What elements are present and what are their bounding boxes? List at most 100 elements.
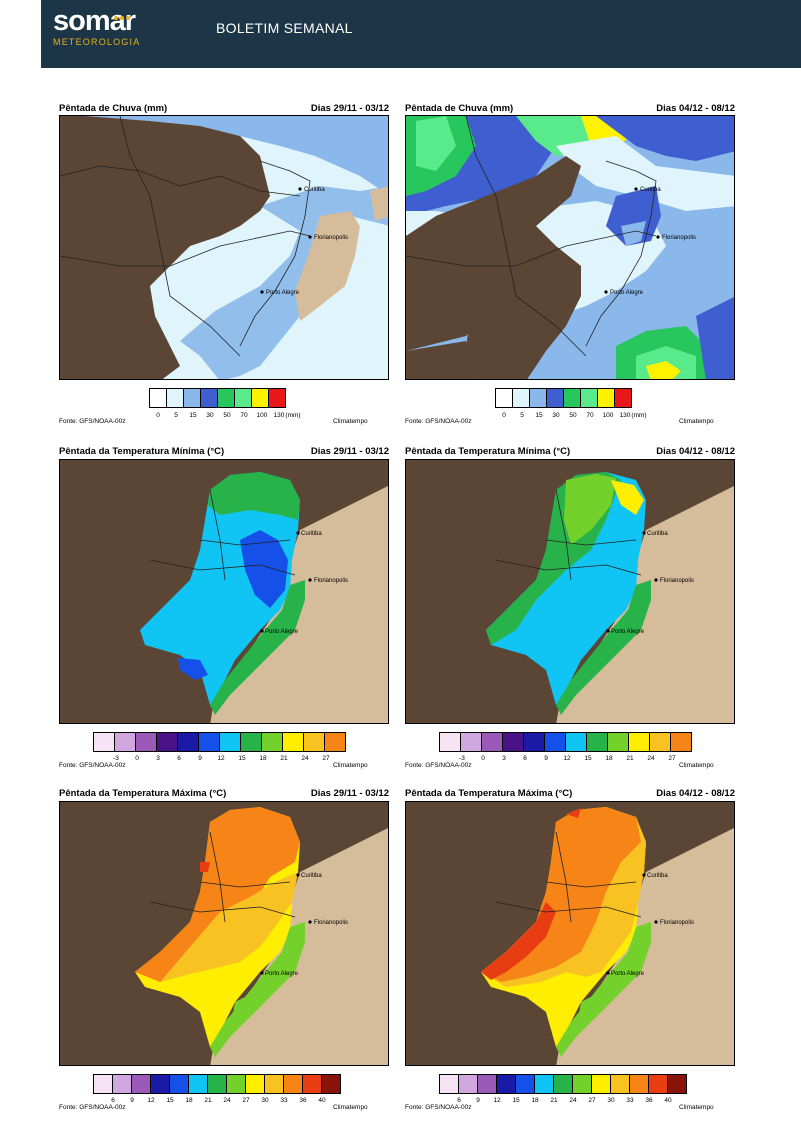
legend-swatch — [112, 1074, 132, 1094]
header-title: BOLETIM SEMANAL — [216, 20, 353, 36]
legend-swatch — [515, 1074, 535, 1094]
legend-swatch — [207, 1074, 227, 1094]
city-label-florianopolis: Florianopolis — [314, 235, 348, 241]
legend-swatch — [166, 388, 184, 408]
legend-swatch — [629, 1074, 649, 1094]
tmin-legend-ticks: -3 0 3 6 9 12 15 18 21 24 27 — [113, 755, 330, 762]
legend-swatch — [226, 1074, 246, 1094]
credit-label: Climatempo — [333, 418, 368, 425]
source-label: Fonte: GFS/NOAA-00z — [59, 418, 126, 425]
city-label-florianopolis: Florianopolis — [314, 578, 348, 584]
legend-swatch — [150, 1074, 170, 1094]
city-label-curitiba: Curitiba — [640, 187, 661, 193]
legend-swatch — [667, 1074, 687, 1094]
panel-dates: Dias 29/11 - 03/12 — [310, 103, 389, 114]
city-label-porto-alegre: Porto Alegre — [611, 971, 645, 977]
panel-dates: Dias 04/12 - 08/12 — [656, 446, 735, 457]
legend-swatch — [240, 732, 262, 752]
city-label-curitiba: Curitiba — [301, 873, 322, 879]
legend-swatch — [586, 732, 608, 752]
panel-title: Pêntada da Temperatura Mínima (°C) — [59, 446, 225, 457]
city-label-porto-alegre: Porto Alegre — [265, 629, 299, 635]
panel-title: Pêntada da Temperatura Mínima (°C) — [405, 446, 571, 457]
rain-panel-1: Pêntada de Chuva (mm) Dias 29/11 - 03/12… — [59, 103, 389, 433]
city-label-porto-alegre: Porto Alegre — [611, 629, 645, 635]
rain-legend-ticks: 0 5 15 30 50 70 100 130 (mm) — [156, 412, 301, 419]
legend-swatch — [529, 388, 547, 408]
city-label-curitiba: Curitiba — [647, 873, 668, 879]
tmin-map-1: Curitiba Florianopolis Porto Alegre — [59, 459, 389, 724]
panel-title: Pêntada de Chuva (mm) — [405, 103, 514, 114]
city-label-curitiba: Curitiba — [647, 531, 668, 537]
legend-swatch — [649, 732, 671, 752]
legend-swatch — [458, 1074, 478, 1094]
source-label: Fonte: GFS/NOAA-00z — [59, 1104, 126, 1111]
source-label: Fonte: GFS/NOAA-00z — [405, 1104, 472, 1111]
legend-swatch — [321, 1074, 341, 1094]
legend-swatch — [149, 388, 167, 408]
legend-swatch — [439, 732, 461, 752]
legend-swatch — [234, 388, 252, 408]
logo-subtitle: METEOROLOGIA — [53, 37, 141, 47]
legend-swatch — [628, 732, 650, 752]
legend-swatch — [245, 1074, 265, 1094]
tmax-panel-2: Pêntada da Temperatura Máxima (°C) Dias … — [405, 788, 735, 1118]
panel-title: Pêntada de Chuva (mm) — [59, 103, 168, 114]
legend-swatch — [198, 732, 220, 752]
legend-swatch — [156, 732, 178, 752]
rain-map-2: Curitiba Florianopolis Porto Alegre — [405, 115, 735, 380]
source-label: Fonte: GFS/NOAA-00z — [59, 762, 126, 769]
legend-swatch — [477, 1074, 497, 1094]
legend-swatch — [572, 1074, 592, 1094]
legend-swatch — [563, 388, 581, 408]
tmax-legend-ticks: 6 9 12 15 18 21 24 27 30 33 36 40 — [111, 1097, 326, 1104]
legend-swatch — [496, 1074, 516, 1094]
source-label: Fonte: GFS/NOAA-00z — [405, 418, 472, 425]
legend-swatch — [183, 388, 201, 408]
legend-swatch — [131, 1074, 151, 1094]
tmax-map-2: Curitiba Florianopolis Porto Alegre — [405, 801, 735, 1066]
legend-swatch — [303, 732, 325, 752]
page-header: somar METEOROLOGIA BOLETIM SEMANAL — [41, 0, 801, 68]
logo-dots — [114, 7, 136, 20]
legend-swatch — [648, 1074, 668, 1094]
legend-swatch — [607, 732, 629, 752]
rain-legend-ticks: 0 5 15 30 50 70 100 130 (mm) — [502, 412, 647, 419]
legend-swatch — [169, 1074, 189, 1094]
tmax-map-1: Curitiba Florianopolis Porto Alegre — [59, 801, 389, 1066]
tmin-panel-1: Pêntada da Temperatura Mínima (°C) Dias … — [59, 446, 389, 776]
tmin-panel-2: Pêntada da Temperatura Mínima (°C) Dias … — [405, 446, 735, 776]
city-label-florianopolis: Florianopolis — [660, 578, 694, 584]
legend-swatch — [217, 388, 235, 408]
legend-swatch — [324, 732, 346, 752]
rain-map-1: Curitiba Florianopolis Porto Alegre — [59, 115, 389, 380]
panel-dates: Dias 04/12 - 08/12 — [656, 788, 735, 799]
city-label-porto-alegre: Porto Alegre — [266, 290, 300, 296]
rain-legend — [495, 388, 632, 408]
legend-swatch — [481, 732, 503, 752]
city-label-curitiba: Curitiba — [301, 531, 322, 537]
legend-swatch — [114, 732, 136, 752]
legend-swatch — [439, 1074, 459, 1094]
legend-swatch — [93, 732, 115, 752]
legend-swatch — [282, 732, 304, 752]
legend-swatch — [200, 388, 218, 408]
somar-logo: somar METEOROLOGIA — [53, 6, 140, 47]
legend-swatch — [553, 1074, 573, 1094]
city-label-porto-alegre: Porto Alegre — [610, 290, 644, 296]
tmax-legend — [439, 1074, 687, 1094]
legend-swatch — [268, 388, 286, 408]
legend-swatch — [495, 388, 513, 408]
legend-swatch — [264, 1074, 284, 1094]
legend-swatch — [512, 388, 530, 408]
tmin-map-2: Curitiba Florianopolis Porto Alegre — [405, 459, 735, 724]
logo-text: somar — [53, 5, 136, 37]
city-label-porto-alegre: Porto Alegre — [265, 971, 299, 977]
legend-swatch — [261, 732, 283, 752]
legend-swatch — [591, 1074, 611, 1094]
legend-swatch — [580, 388, 598, 408]
legend-swatch — [614, 388, 632, 408]
credit-label: Climatempo — [679, 418, 714, 425]
panel-title: Pêntada da Temperatura Máxima (°C) — [405, 788, 573, 799]
city-label-curitiba: Curitiba — [304, 187, 325, 193]
